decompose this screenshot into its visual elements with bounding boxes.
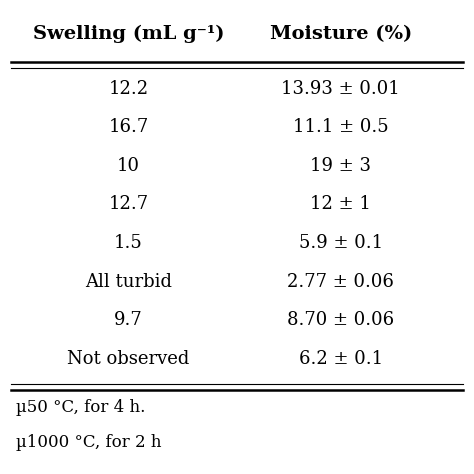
- Text: 11.1 ± 0.5: 11.1 ± 0.5: [293, 118, 389, 136]
- Text: 10: 10: [117, 157, 140, 175]
- Text: 9.7: 9.7: [114, 311, 143, 329]
- Text: 1.5: 1.5: [114, 234, 143, 252]
- Text: 13.93 ± 0.01: 13.93 ± 0.01: [281, 80, 400, 98]
- Text: 5.9 ± 0.1: 5.9 ± 0.1: [299, 234, 383, 252]
- Text: 19 ± 3: 19 ± 3: [310, 157, 371, 175]
- Text: Moisture (%): Moisture (%): [270, 26, 412, 44]
- Text: 12.7: 12.7: [109, 195, 149, 213]
- Text: 16.7: 16.7: [109, 118, 149, 136]
- Text: µ50 °C, for 4 h.: µ50 °C, for 4 h.: [16, 399, 145, 416]
- Text: 8.70 ± 0.06: 8.70 ± 0.06: [287, 311, 394, 329]
- Text: 12.2: 12.2: [109, 80, 149, 98]
- Text: 6.2 ± 0.1: 6.2 ± 0.1: [299, 350, 383, 368]
- Text: All turbid: All turbid: [85, 273, 172, 291]
- Text: 2.77 ± 0.06: 2.77 ± 0.06: [287, 273, 394, 291]
- Text: Swelling (mL g⁻¹): Swelling (mL g⁻¹): [33, 25, 224, 44]
- Text: µ1000 °C, for 2 h: µ1000 °C, for 2 h: [16, 435, 161, 451]
- Text: Not observed: Not observed: [67, 350, 190, 368]
- Text: 12 ± 1: 12 ± 1: [310, 195, 371, 213]
